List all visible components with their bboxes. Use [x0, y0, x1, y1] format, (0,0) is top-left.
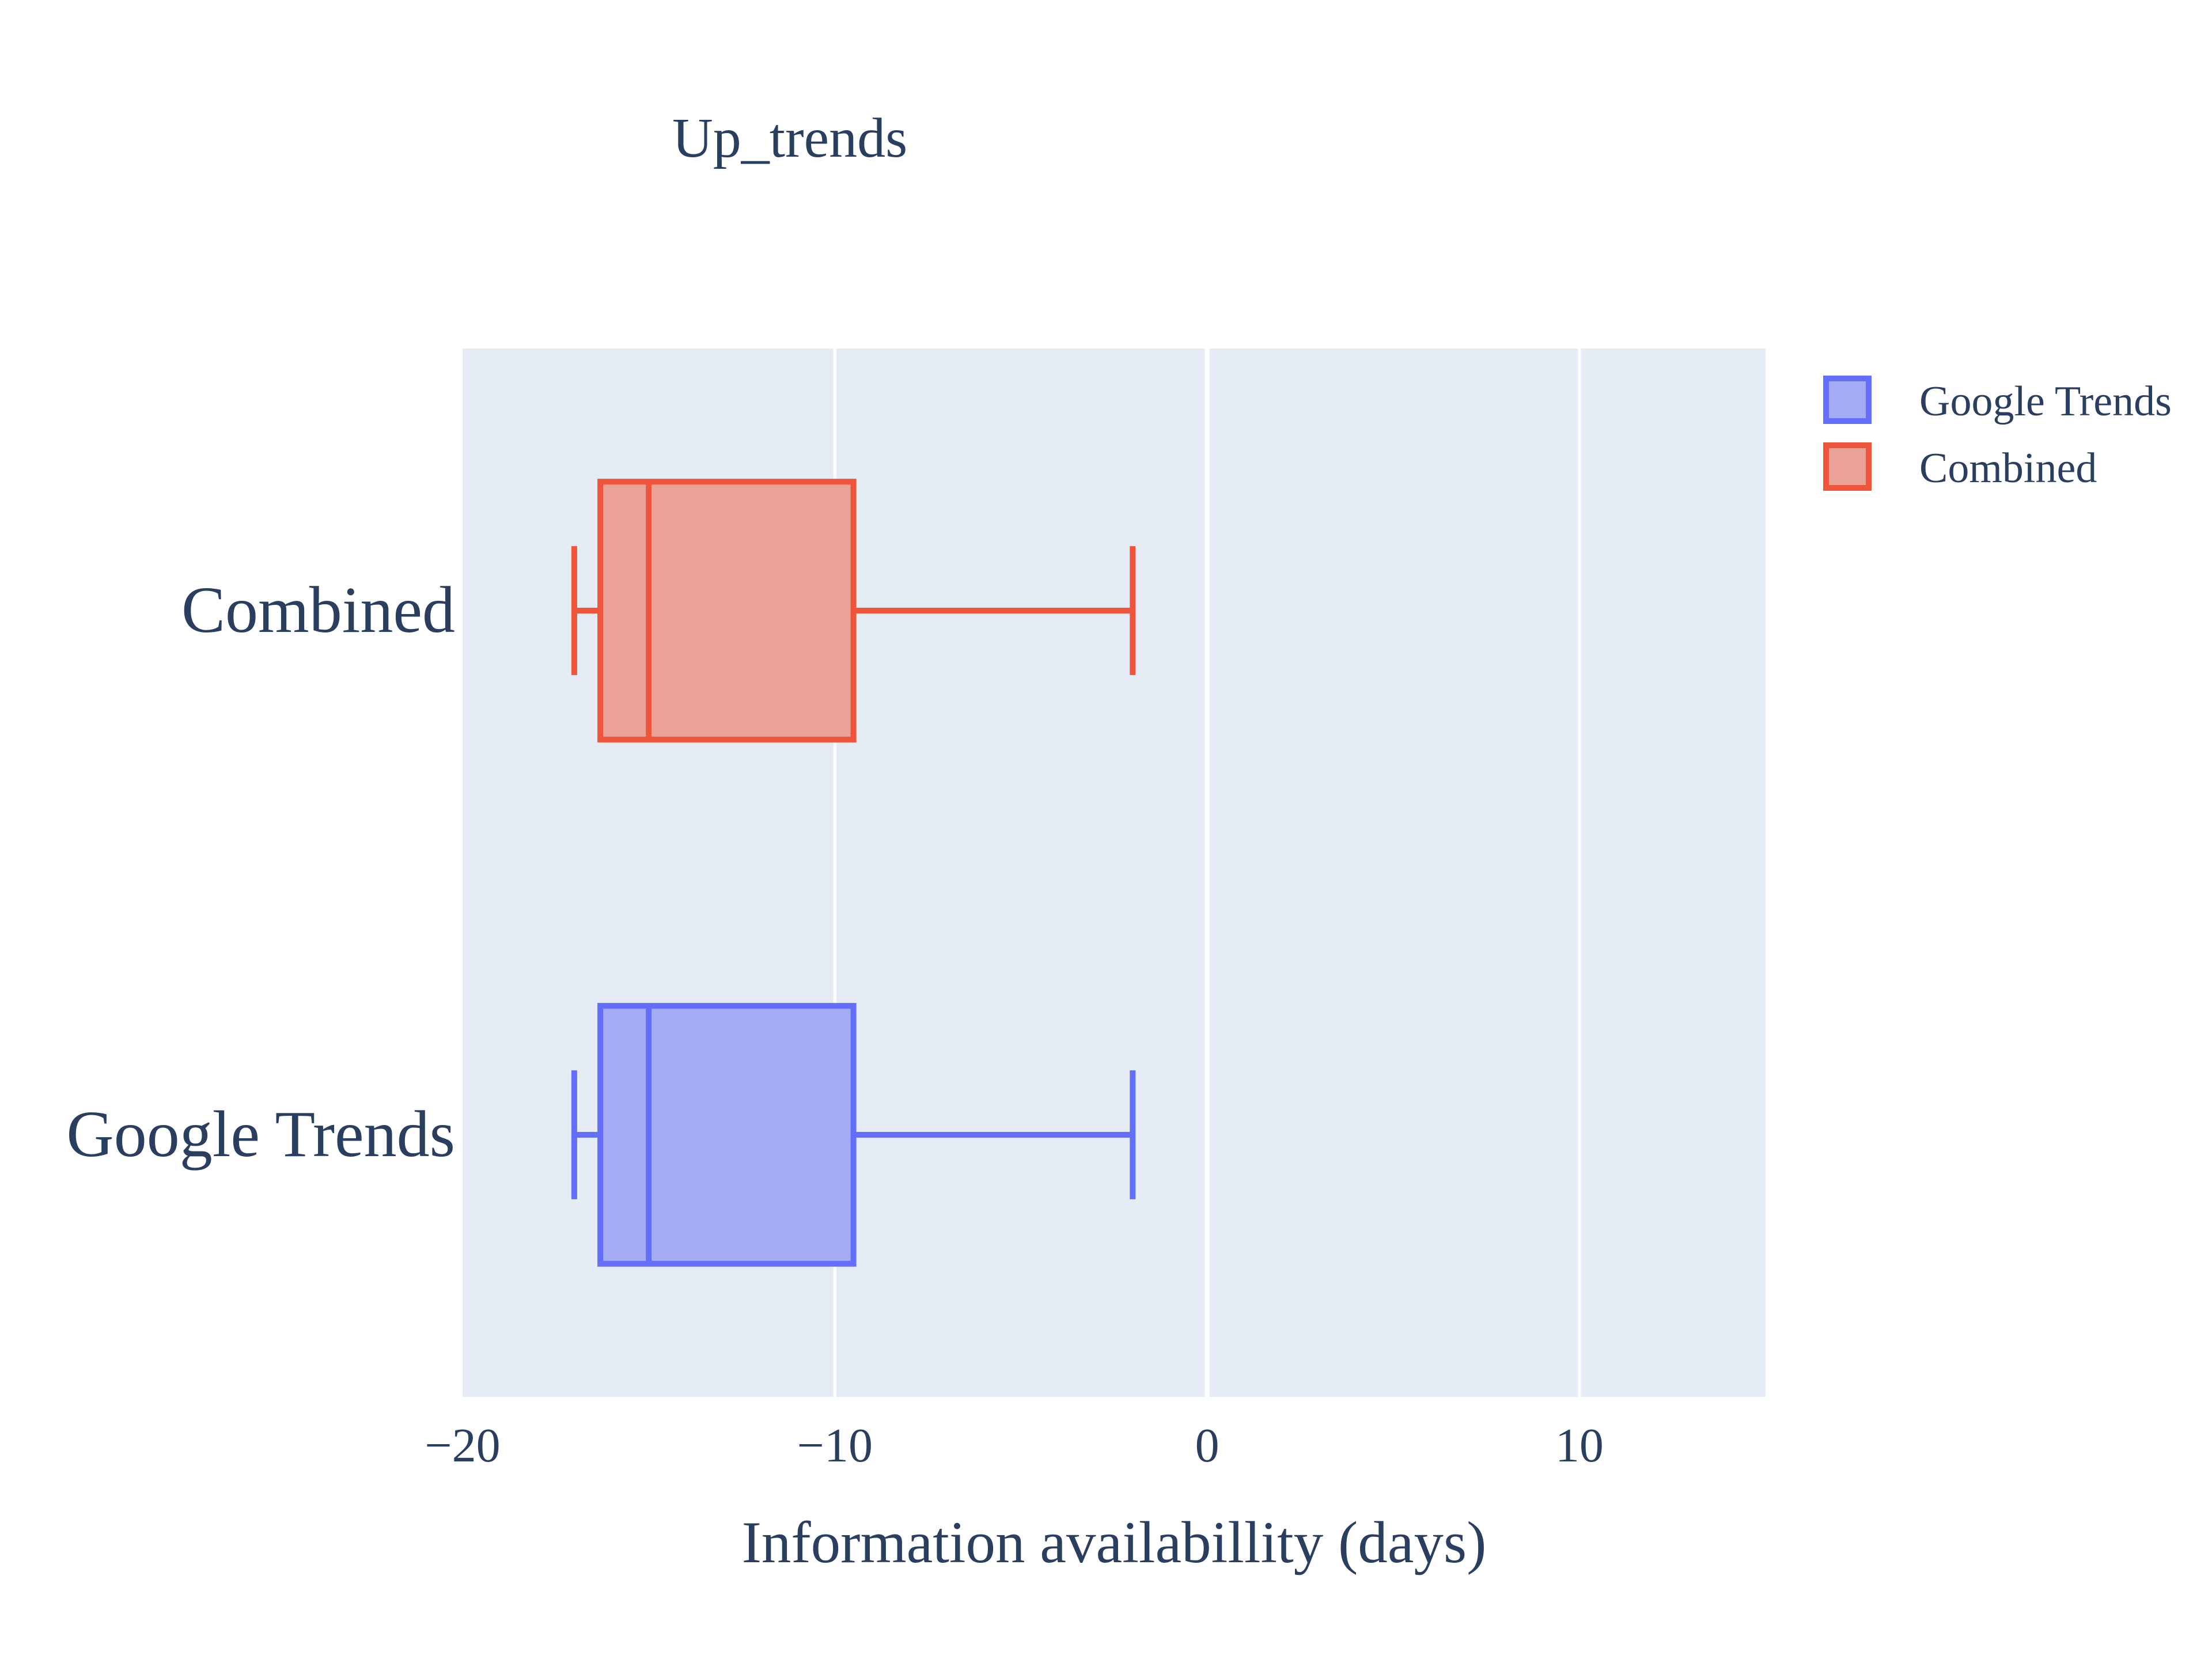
x-tick-label: −20: [425, 1419, 500, 1472]
legend-swatch: [1823, 376, 1872, 424]
legend-label: Google Trends: [1919, 378, 2172, 425]
box-iqr: [597, 479, 857, 743]
x-tick-label: 10: [1555, 1419, 1604, 1472]
y-tick-label: Combined: [181, 573, 455, 646]
legend-item[interactable]: Google Trends: [1823, 376, 2172, 425]
box-iqr: [597, 1003, 857, 1267]
x-tick-label: −10: [797, 1419, 873, 1472]
legend-swatch: [1823, 442, 1872, 491]
x-axis-ticks: −20 −10 0 10: [425, 1419, 1604, 1472]
legend: Google Trends Combined: [1823, 376, 2172, 492]
x-axis-label: Information availabillity (days): [742, 1510, 1487, 1575]
y-tick-label: Google Trends: [66, 1097, 455, 1171]
x-tick-label: 0: [1195, 1419, 1219, 1472]
legend-item[interactable]: Combined: [1823, 442, 2097, 492]
box-traces: [571, 479, 1136, 1267]
y-axis-ticks: Google Trends Combined: [66, 573, 455, 1171]
legend-label: Combined: [1919, 445, 2097, 492]
box-trace: [571, 1003, 1136, 1267]
box-trace: [571, 479, 1136, 743]
chart-title: Up_trends: [672, 107, 907, 169]
